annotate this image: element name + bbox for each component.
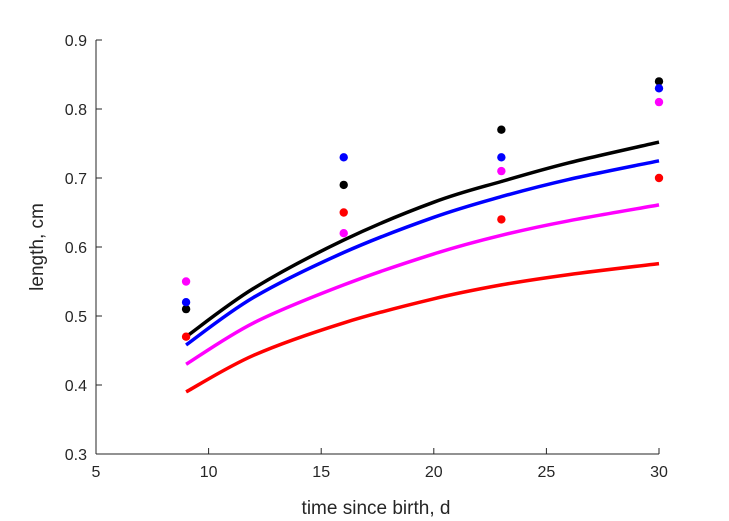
series-2-point (497, 166, 506, 176)
x-tick-label: 10 (200, 464, 218, 481)
y-axis: 0.3 0.4 0.5 0.6 0.7 0.8 0.9 (65, 33, 102, 464)
series-0-point (181, 304, 191, 314)
x-tick-label: 5 (92, 464, 101, 481)
series-3-point (339, 208, 348, 217)
x-axis-label: time since birth, d (302, 498, 451, 519)
series-0-point (497, 125, 506, 134)
series-0-curve (185, 140, 660, 339)
series-1-curve (185, 159, 660, 347)
y-axis-label: length, cm (27, 203, 48, 291)
y-tick-label: 0.3 (65, 447, 87, 464)
series-1-point (339, 153, 348, 162)
series-3-point (497, 215, 506, 224)
series-3-point (181, 332, 191, 341)
y-tick-label: 0.8 (65, 102, 87, 119)
x-tick-label: 25 (538, 464, 556, 481)
series-3-point (654, 173, 664, 183)
y-tick-label: 0.9 (65, 33, 87, 50)
x-tick-label: 20 (425, 464, 443, 481)
plot-area (181, 77, 664, 394)
series-2-point (181, 277, 191, 286)
x-axis: 5 10 15 20 25 30 (92, 448, 668, 481)
series-1-point (654, 84, 664, 93)
x-tick-label: 30 (650, 464, 668, 481)
series-1-point (181, 298, 191, 307)
series-3-curve (185, 261, 660, 394)
series-2-curve (185, 203, 660, 366)
x-tick-label: 15 (312, 464, 330, 481)
y-tick-label: 0.4 (65, 378, 87, 395)
series-2-point (654, 97, 664, 107)
y-tick-label: 0.5 (65, 309, 87, 326)
series-0-point (654, 77, 664, 86)
series-0-point (339, 180, 348, 190)
series-2-point (339, 229, 348, 238)
series-1-point (497, 153, 506, 162)
y-tick-label: 0.6 (65, 240, 87, 257)
y-tick-label: 0.7 (65, 171, 87, 188)
